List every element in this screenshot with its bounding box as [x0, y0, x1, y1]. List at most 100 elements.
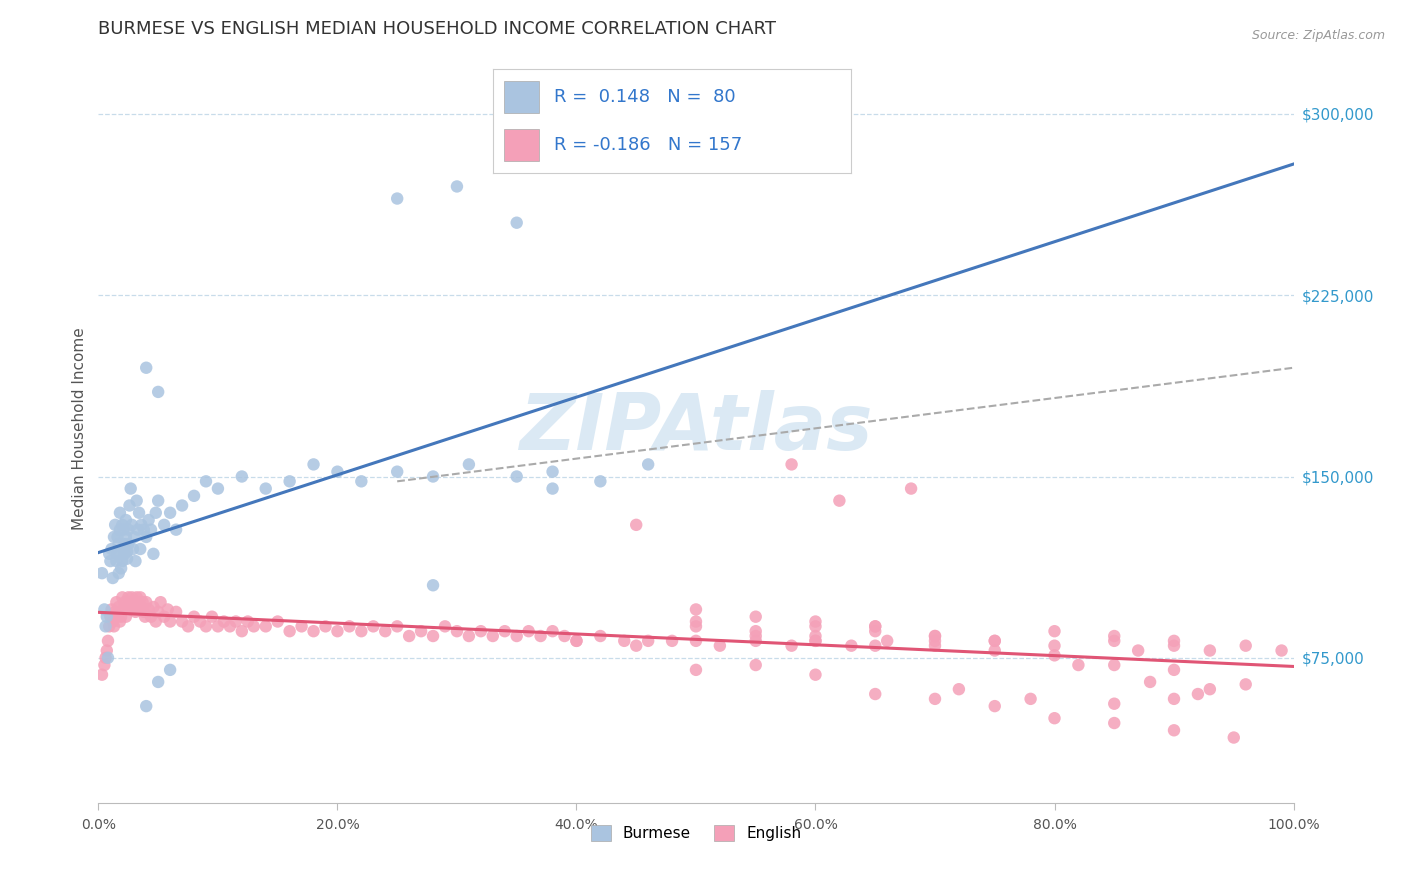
Point: [117, 523, 139, 537]
Point: [661, 633, 683, 648]
Point: [135, 595, 157, 609]
Point: [98, 619, 121, 633]
Point: [212, 615, 235, 629]
Point: [685, 602, 707, 616]
Point: [124, 595, 146, 609]
Point: [219, 619, 242, 633]
Point: [1104, 629, 1126, 643]
Point: [841, 639, 863, 653]
Point: [98, 547, 121, 561]
Point: [114, 595, 136, 609]
Point: [117, 591, 139, 605]
Point: [105, 554, 128, 568]
Point: [107, 600, 129, 615]
Point: [142, 600, 165, 615]
Point: [225, 615, 247, 629]
Point: [422, 578, 444, 592]
Point: [104, 605, 127, 619]
Point: [93, 602, 115, 616]
Point: [685, 615, 707, 629]
Point: [804, 615, 827, 629]
Point: [105, 595, 128, 609]
Point: [156, 602, 179, 616]
Point: [1067, 658, 1090, 673]
Point: [865, 619, 887, 633]
Point: [494, 624, 516, 639]
Point: [326, 624, 349, 639]
Point: [291, 619, 314, 633]
Point: [124, 530, 146, 544]
Point: [554, 629, 576, 643]
Point: [924, 633, 946, 648]
Point: [745, 629, 768, 643]
Point: [112, 602, 135, 616]
Point: [924, 639, 946, 653]
Point: [120, 602, 142, 616]
Point: [135, 699, 157, 714]
Point: [172, 615, 194, 629]
Point: [315, 619, 337, 633]
Point: [125, 591, 148, 605]
Point: [207, 619, 229, 633]
Point: [110, 561, 132, 575]
Point: [626, 517, 648, 532]
Point: [1104, 716, 1126, 731]
Point: [129, 541, 152, 556]
Point: [101, 571, 124, 585]
Point: [127, 523, 149, 537]
Point: [541, 624, 564, 639]
Point: [709, 639, 731, 653]
Point: [111, 591, 134, 605]
Point: [517, 624, 540, 639]
Point: [745, 609, 768, 624]
Point: [117, 537, 139, 551]
Point: [685, 663, 707, 677]
Point: [195, 619, 218, 633]
Point: [374, 624, 396, 639]
Point: [865, 687, 887, 701]
Point: [132, 605, 155, 619]
Point: [91, 566, 114, 581]
Point: [148, 493, 170, 508]
Point: [120, 482, 142, 496]
Point: [107, 566, 129, 581]
Point: [107, 609, 129, 624]
Point: [385, 619, 409, 633]
Point: [1043, 639, 1066, 653]
Point: [138, 602, 160, 616]
Point: [183, 489, 205, 503]
Point: [984, 699, 1007, 714]
Point: [780, 639, 803, 653]
Point: [398, 629, 420, 643]
Point: [278, 475, 301, 489]
Point: [326, 465, 349, 479]
Point: [865, 624, 887, 639]
Point: [131, 517, 153, 532]
Point: [363, 619, 385, 633]
Point: [111, 554, 134, 568]
Point: [254, 619, 277, 633]
Point: [108, 506, 131, 520]
Point: [948, 682, 970, 697]
Point: [900, 482, 922, 496]
Point: [183, 609, 205, 624]
Point: [984, 633, 1007, 648]
Point: [201, 609, 224, 624]
Point: [411, 624, 433, 639]
Point: [103, 619, 125, 633]
Point: [112, 541, 135, 556]
Legend: Burmese, English: Burmese, English: [585, 819, 807, 847]
Point: [1043, 648, 1066, 663]
Point: [637, 458, 659, 472]
Point: [458, 458, 481, 472]
Point: [267, 615, 290, 629]
Y-axis label: Median Household Income: Median Household Income: [72, 326, 87, 530]
Point: [131, 600, 153, 615]
Point: [302, 624, 325, 639]
Point: [94, 619, 117, 633]
Point: [804, 619, 827, 633]
Point: [506, 216, 529, 230]
Point: [145, 506, 167, 520]
Point: [118, 499, 141, 513]
Point: [127, 600, 149, 615]
